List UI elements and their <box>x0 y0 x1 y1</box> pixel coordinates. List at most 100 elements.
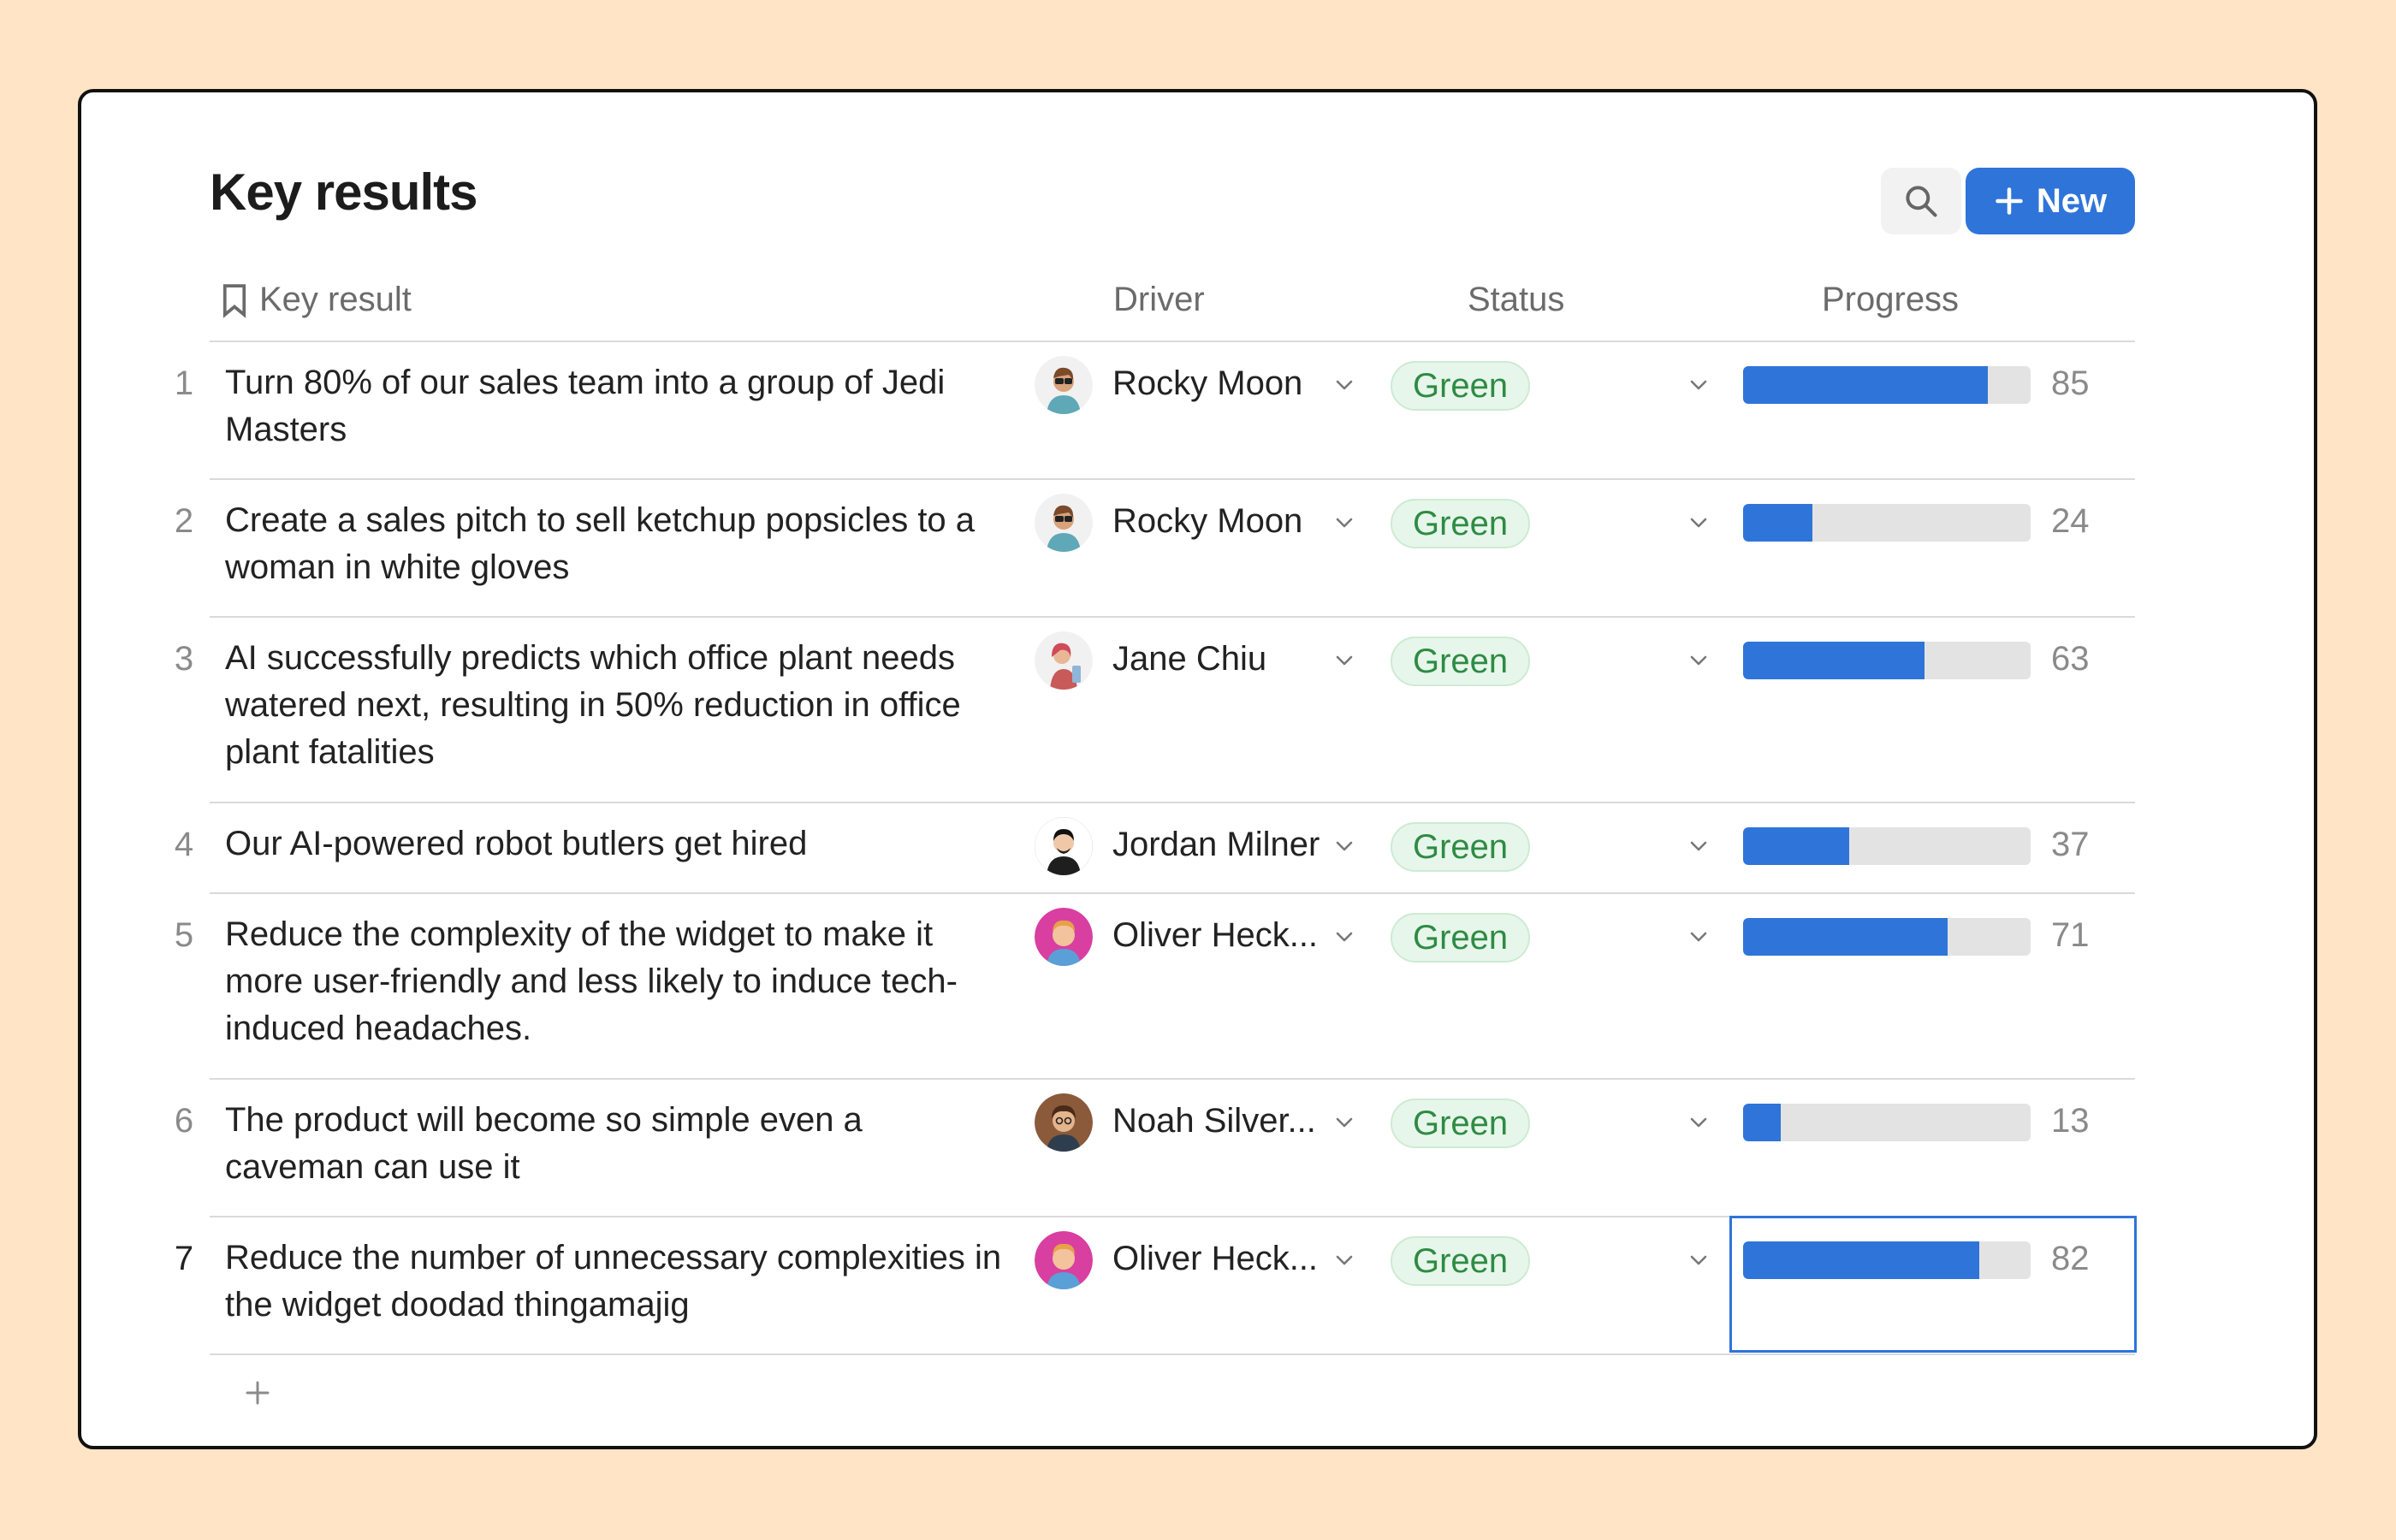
table-header: Key result Driver Status Progress <box>210 264 2135 342</box>
column-header-key-result-label: Key result <box>259 281 412 318</box>
row-number: 1 <box>174 364 194 402</box>
row-divider <box>210 616 2135 618</box>
row-number: 5 <box>174 916 194 954</box>
progress-bar-fill <box>1743 366 1988 404</box>
column-header-status[interactable]: Status <box>1468 281 1565 318</box>
chevron-down-icon[interactable] <box>1688 836 1709 856</box>
chevron-down-icon[interactable] <box>1334 927 1355 947</box>
new-button[interactable]: New <box>1966 168 2135 234</box>
progress-bar-fill <box>1743 642 1925 679</box>
chevron-down-icon[interactable] <box>1334 512 1355 533</box>
key-results-card: Key results New Key result Driver Status… <box>78 89 2317 1449</box>
avatar-jordan <box>1035 817 1093 875</box>
status-badge[interactable]: Green <box>1391 1099 1531 1148</box>
driver-name[interactable]: Oliver Heck... <box>1112 1240 1319 1277</box>
key-result-text[interactable]: Turn 80% of our sales team into a group … <box>225 364 946 448</box>
status-badge[interactable]: Green <box>1391 637 1531 686</box>
table-row[interactable]: 2 Create a sales pitch to sell ketchup p… <box>81 480 2314 618</box>
key-result-text[interactable]: Create a sales pitch to sell ketchup pop… <box>225 501 976 586</box>
new-button-label: New <box>2036 181 2108 220</box>
plus-icon <box>1996 187 2023 215</box>
progress-bar-fill <box>1743 827 1850 865</box>
progress-bar-fill <box>1743 504 1812 542</box>
status-badge[interactable]: Green <box>1391 499 1531 548</box>
search-icon <box>1906 186 1937 217</box>
chevron-down-icon[interactable] <box>1688 927 1709 947</box>
row-number: 7 <box>174 1240 194 1277</box>
chevron-down-icon[interactable] <box>1688 375 1709 395</box>
row-number: 2 <box>174 502 194 540</box>
progress-bar-fill <box>1743 1241 1979 1279</box>
avatar-noah <box>1035 1093 1093 1152</box>
column-header-key-result[interactable]: Key result <box>222 281 412 319</box>
row-number: 4 <box>174 826 194 863</box>
progress-bar-fill <box>1743 918 1948 956</box>
progress-value: 13 <box>2051 1102 2090 1140</box>
progress-bar[interactable] <box>1743 642 2031 679</box>
search-button[interactable] <box>1881 168 1961 234</box>
progress-value: 82 <box>2051 1240 2090 1277</box>
avatar-rocky <box>1035 494 1093 552</box>
progress-value: 63 <box>2051 640 2090 678</box>
progress-bar[interactable] <box>1743 1104 2031 1141</box>
add-row[interactable] <box>81 1355 2314 1415</box>
row-number: 3 <box>174 640 194 678</box>
chevron-down-icon[interactable] <box>1334 1250 1355 1270</box>
key-result-text[interactable]: AI successfully predicts which office pl… <box>225 639 961 771</box>
avatar-oliver <box>1035 1231 1093 1289</box>
progress-bar[interactable] <box>1743 504 2031 542</box>
progress-bar[interactable] <box>1743 827 2031 865</box>
chevron-down-icon[interactable] <box>1334 836 1355 856</box>
progress-value: 37 <box>2051 826 2090 863</box>
driver-name[interactable]: Rocky Moon <box>1112 502 1303 540</box>
table-row[interactable]: 1 Turn 80% of our sales team into a grou… <box>81 342 2314 480</box>
progress-bar[interactable] <box>1743 366 2031 404</box>
driver-name[interactable]: Oliver Heck... <box>1112 916 1319 954</box>
row-divider <box>210 1353 2135 1355</box>
table-body: 1 Turn 80% of our sales team into a grou… <box>81 342 2314 1415</box>
selected-progress-cell[interactable] <box>1729 1216 2137 1353</box>
avatar-jane <box>1035 631 1093 690</box>
plus-icon[interactable] <box>244 1367 271 1417</box>
row-divider <box>210 1078 2135 1080</box>
key-result-text[interactable]: Our AI-powered robot butlers get hired <box>225 825 808 862</box>
table-row[interactable]: 5 Reduce the complexity of the widget to… <box>81 894 2314 1080</box>
chevron-down-icon[interactable] <box>1334 1112 1355 1133</box>
progress-bar[interactable] <box>1743 1241 2031 1279</box>
status-badge[interactable]: Green <box>1391 822 1531 872</box>
chevron-down-icon[interactable] <box>1334 375 1355 395</box>
chevron-down-icon[interactable] <box>1334 650 1355 671</box>
row-divider <box>210 892 2135 894</box>
chevron-down-icon[interactable] <box>1688 650 1709 671</box>
key-result-text[interactable]: Reduce the complexity of the widget to m… <box>225 915 958 1047</box>
table-row[interactable]: 4 Our AI-powered robot butlers get hired… <box>81 803 2314 894</box>
status-badge[interactable]: Green <box>1391 361 1531 411</box>
progress-bar[interactable] <box>1743 918 2031 956</box>
key-result-text[interactable]: Reduce the number of unnecessary complex… <box>225 1239 1002 1324</box>
row-number: 6 <box>174 1102 194 1140</box>
chevron-down-icon[interactable] <box>1688 1112 1709 1133</box>
driver-name[interactable]: Noah Silver... <box>1112 1102 1316 1140</box>
progress-bar-fill <box>1743 1104 1781 1141</box>
chevron-down-icon[interactable] <box>1688 512 1709 533</box>
avatar-oliver <box>1035 908 1093 966</box>
progress-value: 24 <box>2051 502 2090 540</box>
avatar-rocky <box>1035 356 1093 414</box>
column-header-progress[interactable]: Progress <box>1822 281 1960 318</box>
column-header-driver[interactable]: Driver <box>1113 281 1205 318</box>
progress-value: 85 <box>2051 364 2090 402</box>
table-row[interactable]: 6 The product will become so simple even… <box>81 1080 2314 1217</box>
table-row[interactable]: 3 AI successfully predicts which office … <box>81 618 2314 803</box>
status-badge[interactable]: Green <box>1391 913 1531 962</box>
driver-name[interactable]: Jordan Milner <box>1112 826 1320 863</box>
chevron-down-icon[interactable] <box>1688 1250 1709 1270</box>
driver-name[interactable]: Jane Chiu <box>1112 640 1267 678</box>
key-result-text[interactable]: The product will become so simple even a… <box>225 1101 863 1186</box>
progress-value: 71 <box>2051 916 2090 954</box>
row-divider <box>210 478 2135 480</box>
driver-name[interactable]: Rocky Moon <box>1112 364 1303 402</box>
row-divider <box>210 802 2135 803</box>
row-divider <box>210 1216 2135 1217</box>
table-row[interactable]: 7 Reduce the number of unnecessary compl… <box>81 1216 2314 1355</box>
status-badge[interactable]: Green <box>1391 1236 1531 1286</box>
